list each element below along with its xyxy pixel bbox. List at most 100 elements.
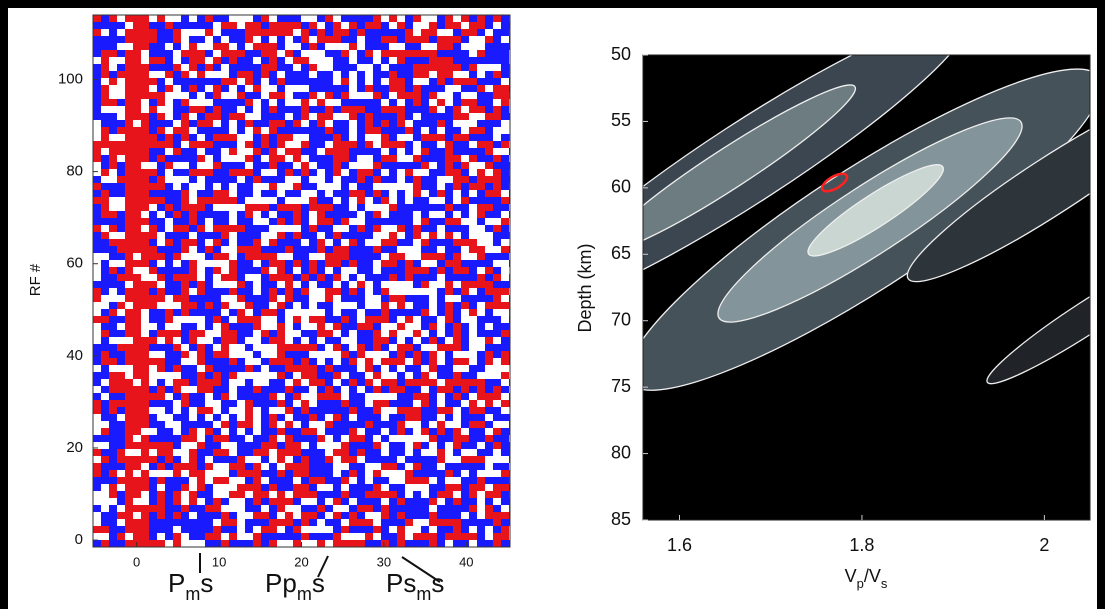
texture-cell: [173, 470, 181, 477]
texture-cell: [181, 414, 189, 421]
texture-cell: [445, 43, 453, 50]
texture-cell: [373, 85, 381, 92]
texture-cell: [341, 463, 349, 470]
texture-cell: [325, 477, 333, 484]
texture-cell: [165, 316, 173, 323]
texture-cell: [429, 106, 437, 113]
texture-cell: [181, 519, 189, 526]
texture-cell: [429, 330, 437, 337]
texture-cell: [245, 526, 253, 533]
texture-cell: [381, 22, 389, 29]
texture-cell: [181, 141, 189, 148]
texture-cell: [357, 477, 365, 484]
texture-cell: [229, 64, 237, 71]
texture-cell: [373, 407, 381, 414]
texture-cell: [437, 351, 445, 358]
texture-cell: [285, 113, 293, 120]
texture-cell: [453, 288, 461, 295]
texture-cell: [349, 505, 357, 512]
texture-cell: [285, 386, 293, 393]
texture-cell: [125, 225, 133, 232]
texture-cell: [117, 232, 125, 239]
texture-cell: [349, 407, 357, 414]
texture-cell: [349, 64, 357, 71]
texture-cell: [325, 183, 333, 190]
texture-cell: [469, 477, 477, 484]
texture-cell: [237, 470, 245, 477]
texture-cell: [341, 477, 349, 484]
texture-cell: [205, 148, 213, 155]
texture-cell: [461, 393, 469, 400]
texture-cell: [429, 519, 437, 526]
texture-cell: [229, 288, 237, 295]
texture-cell: [413, 491, 421, 498]
texture-cell: [261, 358, 269, 365]
texture-cell: [445, 323, 453, 330]
texture-cell: [173, 316, 181, 323]
texture-cell: [293, 232, 301, 239]
texture-cell: [493, 477, 501, 484]
texture-cell: [133, 421, 141, 428]
texture-cell: [221, 260, 229, 267]
texture-cell: [221, 498, 229, 505]
texture-cell: [469, 183, 477, 190]
texture-cell: [333, 113, 341, 120]
texture-cell: [357, 351, 365, 358]
texture-cell: [493, 127, 501, 134]
texture-cell: [325, 316, 333, 323]
texture-cell: [213, 288, 221, 295]
texture-cell: [125, 386, 133, 393]
texture-cell: [93, 470, 101, 477]
texture-cell: [141, 169, 149, 176]
texture-cell: [437, 204, 445, 211]
texture-cell: [461, 64, 469, 71]
texture-cell: [365, 484, 373, 491]
texture-cell: [173, 162, 181, 169]
texture-cell: [221, 92, 229, 99]
texture-cell: [109, 288, 117, 295]
texture-cell: [93, 540, 101, 547]
texture-cell: [333, 491, 341, 498]
texture-cell: [373, 211, 381, 218]
texture-cell: [453, 113, 461, 120]
texture-cell: [437, 64, 445, 71]
texture-cell: [205, 15, 213, 22]
texture-cell: [477, 134, 485, 141]
texture-cell: [341, 295, 349, 302]
texture-cell: [501, 162, 509, 169]
texture-cell: [453, 134, 461, 141]
texture-cell: [157, 386, 165, 393]
texture-cell: [293, 267, 301, 274]
texture-cell: [357, 267, 365, 274]
texture-cell: [373, 141, 381, 148]
texture-cell: [253, 463, 261, 470]
texture-cell: [149, 351, 157, 358]
texture-cell: [173, 134, 181, 141]
texture-cell: [325, 505, 333, 512]
texture-cell: [133, 533, 141, 540]
texture-cell: [285, 519, 293, 526]
texture-cell: [437, 246, 445, 253]
texture-cell: [101, 15, 109, 22]
texture-cell: [117, 204, 125, 211]
texture-cell: [93, 344, 101, 351]
texture-cell: [109, 456, 117, 463]
texture-cell: [189, 183, 197, 190]
texture-cell: [101, 407, 109, 414]
texture-cell: [277, 484, 285, 491]
texture-cell: [261, 36, 269, 43]
texture-cell: [101, 470, 109, 477]
texture-cell: [429, 533, 437, 540]
texture-cell: [309, 323, 317, 330]
texture-cell: [389, 337, 397, 344]
texture-cell: [453, 36, 461, 43]
texture-cell: [349, 477, 357, 484]
texture-cell: [261, 148, 269, 155]
texture-cell: [501, 64, 509, 71]
texture-cell: [157, 526, 165, 533]
texture-cell: [269, 442, 277, 449]
texture-cell: [109, 337, 117, 344]
texture-cell: [461, 414, 469, 421]
texture-cell: [229, 512, 237, 519]
texture-cell: [445, 498, 453, 505]
